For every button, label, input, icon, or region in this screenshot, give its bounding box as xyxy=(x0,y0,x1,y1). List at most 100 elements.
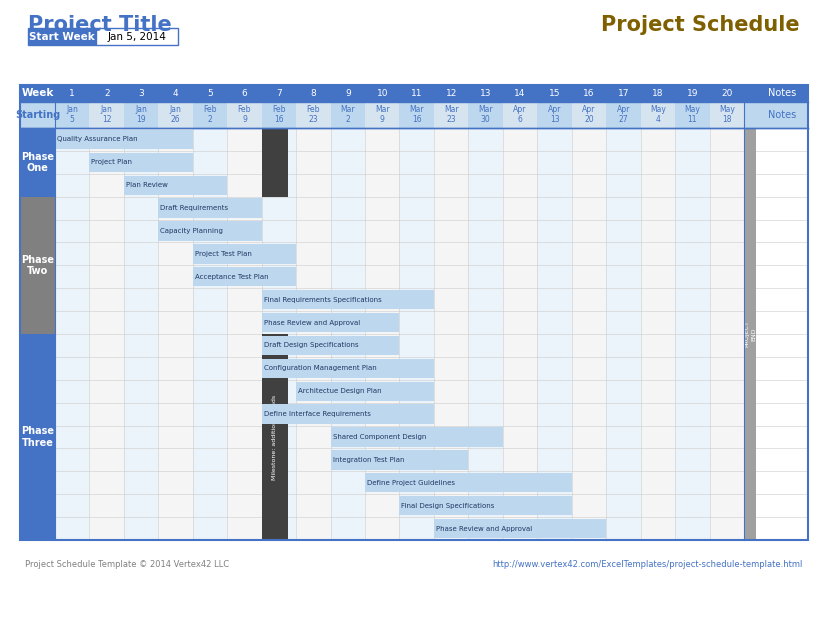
Text: Final Design Specifications: Final Design Specifications xyxy=(401,503,495,509)
Text: May: May xyxy=(719,105,735,114)
Text: Phase Review and Approval: Phase Review and Approval xyxy=(264,319,360,326)
Text: 15: 15 xyxy=(549,89,560,98)
Text: 3: 3 xyxy=(138,89,144,98)
Text: Jan: Jan xyxy=(135,105,147,114)
Text: 20: 20 xyxy=(584,116,594,124)
FancyBboxPatch shape xyxy=(709,102,744,128)
Text: Project Schedule Template © 2014 Vertex42 LLC: Project Schedule Template © 2014 Vertex4… xyxy=(25,560,229,569)
Text: Integration Test Plan: Integration Test Plan xyxy=(333,457,404,463)
Text: Notes: Notes xyxy=(768,88,796,98)
Text: 13: 13 xyxy=(550,116,559,124)
FancyBboxPatch shape xyxy=(296,128,330,540)
FancyBboxPatch shape xyxy=(640,102,675,128)
Text: Draft Design Specifications: Draft Design Specifications xyxy=(264,342,358,349)
FancyBboxPatch shape xyxy=(262,128,288,197)
FancyBboxPatch shape xyxy=(20,197,55,334)
Text: 16: 16 xyxy=(274,116,283,124)
Text: 10: 10 xyxy=(377,89,388,98)
Text: 6: 6 xyxy=(517,116,522,124)
Text: 20: 20 xyxy=(721,89,733,98)
FancyBboxPatch shape xyxy=(365,473,572,492)
FancyBboxPatch shape xyxy=(296,102,330,128)
FancyBboxPatch shape xyxy=(572,128,606,540)
Text: 7: 7 xyxy=(276,89,282,98)
Text: Feb: Feb xyxy=(307,105,321,114)
Text: Plan Review: Plan Review xyxy=(126,182,168,188)
FancyBboxPatch shape xyxy=(55,128,90,540)
FancyBboxPatch shape xyxy=(537,128,572,540)
FancyBboxPatch shape xyxy=(537,102,572,128)
FancyBboxPatch shape xyxy=(193,244,296,264)
FancyBboxPatch shape xyxy=(262,334,288,540)
Text: 2: 2 xyxy=(345,116,350,124)
FancyBboxPatch shape xyxy=(709,128,744,540)
Text: 19: 19 xyxy=(136,116,146,124)
Text: Project Schedule: Project Schedule xyxy=(602,15,800,35)
FancyBboxPatch shape xyxy=(262,102,296,128)
Text: Draft Requirements: Draft Requirements xyxy=(161,205,228,211)
FancyBboxPatch shape xyxy=(434,102,468,128)
Text: Notes: Notes xyxy=(768,110,796,120)
Text: Phase
Three: Phase Three xyxy=(21,426,54,448)
FancyBboxPatch shape xyxy=(675,102,709,128)
FancyBboxPatch shape xyxy=(400,102,434,128)
FancyBboxPatch shape xyxy=(330,128,365,540)
Text: 17: 17 xyxy=(618,89,630,98)
FancyBboxPatch shape xyxy=(20,128,55,540)
Text: Jan: Jan xyxy=(170,105,181,114)
FancyBboxPatch shape xyxy=(468,128,503,540)
Text: Define Interface Requirements: Define Interface Requirements xyxy=(264,411,371,417)
FancyBboxPatch shape xyxy=(572,102,606,128)
FancyBboxPatch shape xyxy=(400,128,434,540)
Text: 23: 23 xyxy=(447,116,456,124)
Text: Phase Review and Approval: Phase Review and Approval xyxy=(436,526,532,531)
Text: Define Project Guidelines: Define Project Guidelines xyxy=(367,480,455,486)
Text: 30: 30 xyxy=(480,116,490,124)
FancyBboxPatch shape xyxy=(434,128,468,540)
Text: Start Week: Start Week xyxy=(29,32,95,41)
Text: Apr: Apr xyxy=(583,105,596,114)
Text: 16: 16 xyxy=(583,89,595,98)
Text: Shared Component Design: Shared Component Design xyxy=(333,434,426,440)
Text: 5: 5 xyxy=(207,89,213,98)
Text: Starting: Starting xyxy=(15,110,60,120)
Text: Feb: Feb xyxy=(272,105,286,114)
Text: Apr: Apr xyxy=(616,105,630,114)
FancyBboxPatch shape xyxy=(330,450,468,469)
FancyBboxPatch shape xyxy=(262,128,296,540)
FancyBboxPatch shape xyxy=(227,102,262,128)
FancyBboxPatch shape xyxy=(90,153,193,172)
FancyBboxPatch shape xyxy=(55,130,193,149)
Text: 12: 12 xyxy=(102,116,111,124)
FancyBboxPatch shape xyxy=(193,267,296,286)
FancyBboxPatch shape xyxy=(744,128,756,540)
FancyBboxPatch shape xyxy=(365,102,400,128)
FancyBboxPatch shape xyxy=(96,28,178,45)
FancyBboxPatch shape xyxy=(227,128,262,540)
FancyBboxPatch shape xyxy=(20,128,55,197)
FancyBboxPatch shape xyxy=(434,519,606,538)
FancyBboxPatch shape xyxy=(158,128,193,540)
FancyBboxPatch shape xyxy=(330,102,365,128)
Text: 4: 4 xyxy=(173,89,178,98)
FancyBboxPatch shape xyxy=(675,128,709,540)
Text: 18: 18 xyxy=(722,116,732,124)
Text: Feb: Feb xyxy=(204,105,217,114)
Text: 2: 2 xyxy=(104,89,110,98)
Text: 8: 8 xyxy=(311,89,316,98)
FancyBboxPatch shape xyxy=(158,102,193,128)
Text: Quality Assurance Plan: Quality Assurance Plan xyxy=(57,137,138,142)
FancyBboxPatch shape xyxy=(158,199,262,218)
FancyBboxPatch shape xyxy=(193,102,227,128)
FancyBboxPatch shape xyxy=(503,102,537,128)
FancyBboxPatch shape xyxy=(262,313,400,332)
Text: Final Requirements Specifications: Final Requirements Specifications xyxy=(264,297,382,303)
Text: Jan 5, 2014: Jan 5, 2014 xyxy=(108,32,166,41)
Text: Capacity Planning: Capacity Planning xyxy=(161,228,223,234)
FancyBboxPatch shape xyxy=(20,334,55,540)
Text: http://www.vertex42.com/ExcelTemplates/project-schedule-template.html: http://www.vertex42.com/ExcelTemplates/p… xyxy=(493,560,803,569)
Text: 13: 13 xyxy=(480,89,491,98)
Text: 26: 26 xyxy=(171,116,180,124)
Text: Phase
Two: Phase Two xyxy=(21,255,54,276)
FancyBboxPatch shape xyxy=(158,222,262,241)
